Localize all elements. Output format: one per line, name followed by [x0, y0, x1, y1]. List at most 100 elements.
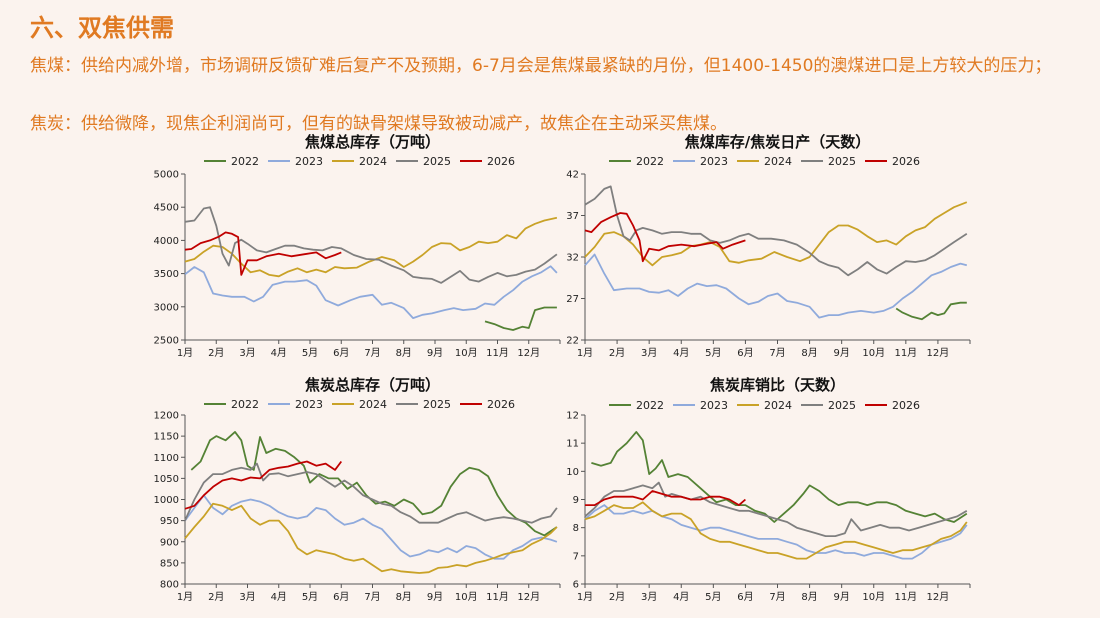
- x-tick-label: 1月: [577, 347, 593, 359]
- series-line-2026: [584, 212, 746, 263]
- y-tick-label: 8: [573, 523, 579, 534]
- x-tick-label: 8月: [801, 591, 817, 603]
- x-tick-label: 11月: [486, 591, 509, 603]
- x-tick-label: 6月: [333, 347, 349, 359]
- coking-coal-inventory-chart: 焦煤总库存（万吨） 2022 2023 2024 2025 2026 2500 3000 350…: [154, 133, 561, 359]
- x-tick-label: 12月: [927, 347, 950, 359]
- x-tick-label: 6月: [737, 591, 753, 603]
- coke-inventory-sales-ratio-chart: 焦炭库销比（天数） 2022 2023 2024 2025 2026 6 7 8 9 10 11 12 1…: [566, 376, 971, 603]
- legend-label-2023: 2023: [295, 155, 323, 168]
- y-tick-label: 800: [160, 580, 179, 591]
- y-tick-label: 900: [160, 537, 179, 548]
- x-tick-label: 6月: [737, 347, 753, 359]
- legend-label-2022: 2022: [636, 399, 664, 412]
- legend-label-2023: 2023: [700, 399, 728, 412]
- x-tick-label: 7月: [364, 347, 380, 359]
- y-tick-label: 2500: [154, 336, 179, 347]
- y-tick-label: 12: [566, 411, 579, 422]
- legend-label-2025: 2025: [828, 399, 856, 412]
- y-tick-label: 37: [566, 211, 579, 222]
- series-line-2024: [184, 502, 558, 574]
- legend-label-2024: 2024: [359, 398, 387, 411]
- x-tick-label: 8月: [801, 347, 817, 359]
- y-tick-label: 1050: [154, 474, 179, 485]
- x-tick-label: 3月: [641, 347, 657, 359]
- x-tick-label: 2月: [208, 347, 224, 359]
- series-line-2024: [584, 201, 968, 267]
- x-tick-label: 5月: [705, 347, 721, 359]
- y-tick-label: 850: [160, 558, 179, 569]
- y-tick-label: 32: [566, 253, 579, 264]
- series-line-2023: [584, 504, 968, 560]
- x-tick-label: 2月: [609, 591, 625, 603]
- x-tick-label: 4月: [673, 347, 689, 359]
- y-tick-label: 27: [566, 294, 579, 305]
- legend-label-2022: 2022: [636, 155, 664, 168]
- series-line-2023: [184, 265, 558, 319]
- y-tick-label: 42: [566, 170, 579, 181]
- x-tick-label: 10月: [455, 347, 478, 359]
- legend-label-2024: 2024: [359, 155, 387, 168]
- coking-coal-inventory-days-chart: 焦煤库存/焦炭日产（天数） 2022 2023 2024 2025 2026 22 27 32 3…: [566, 133, 971, 359]
- series-line-2026: [585, 490, 746, 506]
- x-tick-label: 7月: [364, 591, 380, 603]
- legend-label-2023: 2023: [295, 398, 323, 411]
- coking-coal-paragraph: 焦煤：供给内减外增，市场调研反馈矿难后复产不及预期，6-7月会是焦煤最紧缺的月份…: [30, 56, 1052, 76]
- legend-label-2026: 2026: [892, 399, 920, 412]
- legend-label-2024: 2024: [764, 399, 792, 412]
- x-tick-label: 11月: [486, 347, 509, 359]
- series-line-2022: [190, 431, 558, 537]
- x-tick-label: 3月: [239, 347, 255, 359]
- series-line-2022: [591, 431, 968, 523]
- y-tick-label: 1000: [154, 495, 179, 506]
- legend-label-2025: 2025: [828, 155, 856, 168]
- x-tick-label: 5月: [302, 347, 318, 359]
- legend-label-2024: 2024: [764, 155, 792, 168]
- chart-title: 焦炭库销比（天数）: [709, 376, 845, 394]
- y-tick-label: 950: [160, 516, 179, 527]
- series-line-2026: [184, 231, 342, 276]
- series-line-2025: [184, 206, 558, 284]
- x-tick-label: 10月: [862, 591, 885, 603]
- legend-label-2026: 2026: [892, 155, 920, 168]
- x-tick-label: 1月: [577, 591, 593, 603]
- coke-inventory-chart: 焦炭总库存（万吨） 2022 2023 2024 2025 2026 800 850 900 95…: [154, 376, 561, 603]
- series-line-2025: [584, 185, 968, 277]
- y-tick-label: 3500: [154, 269, 179, 280]
- chart-title: 焦煤库存/焦炭日产（天数）: [684, 133, 870, 151]
- x-tick-label: 1月: [177, 591, 193, 603]
- legend-label-2025: 2025: [423, 398, 451, 411]
- y-tick-label: 9: [573, 495, 579, 506]
- x-tick-label: 9月: [833, 591, 849, 603]
- x-tick-label: 7月: [769, 347, 785, 359]
- x-tick-label: 2月: [208, 591, 224, 603]
- x-tick-label: 5月: [302, 591, 318, 603]
- x-tick-label: 9月: [833, 347, 849, 359]
- y-tick-label: 1150: [154, 432, 179, 443]
- x-tick-label: 4月: [271, 591, 287, 603]
- x-tick-label: 12月: [517, 591, 540, 603]
- series-line-2022: [484, 306, 557, 331]
- series-line-2023: [584, 253, 968, 319]
- coke-paragraph: 焦炭：供给微降，现焦企利润尚可，但有的缺骨架煤导致被动减产，故焦企在主动采买焦煤…: [30, 114, 727, 134]
- series-line-2023: [184, 494, 558, 560]
- series-line-2025: [184, 462, 558, 524]
- y-tick-label: 1100: [154, 453, 179, 464]
- x-tick-label: 12月: [517, 347, 540, 359]
- x-tick-label: 11月: [894, 591, 917, 603]
- chart-title: 焦炭总库存（万吨）: [304, 376, 440, 394]
- legend-label-2022: 2022: [231, 155, 259, 168]
- y-tick-label: 4500: [154, 203, 179, 214]
- x-tick-label: 9月: [427, 591, 443, 603]
- x-tick-label: 3月: [239, 591, 255, 603]
- y-tick-label: 10: [566, 467, 579, 478]
- series-line-2026: [184, 460, 343, 510]
- x-tick-label: 10月: [455, 591, 478, 603]
- y-tick-label: 7: [573, 551, 579, 562]
- legend-label-2025: 2025: [423, 155, 451, 168]
- series-line-2024: [584, 501, 968, 560]
- x-tick-label: 5月: [705, 591, 721, 603]
- y-tick-label: 11: [566, 439, 579, 450]
- x-tick-label: 8月: [396, 347, 412, 359]
- x-tick-label: 11月: [894, 347, 917, 359]
